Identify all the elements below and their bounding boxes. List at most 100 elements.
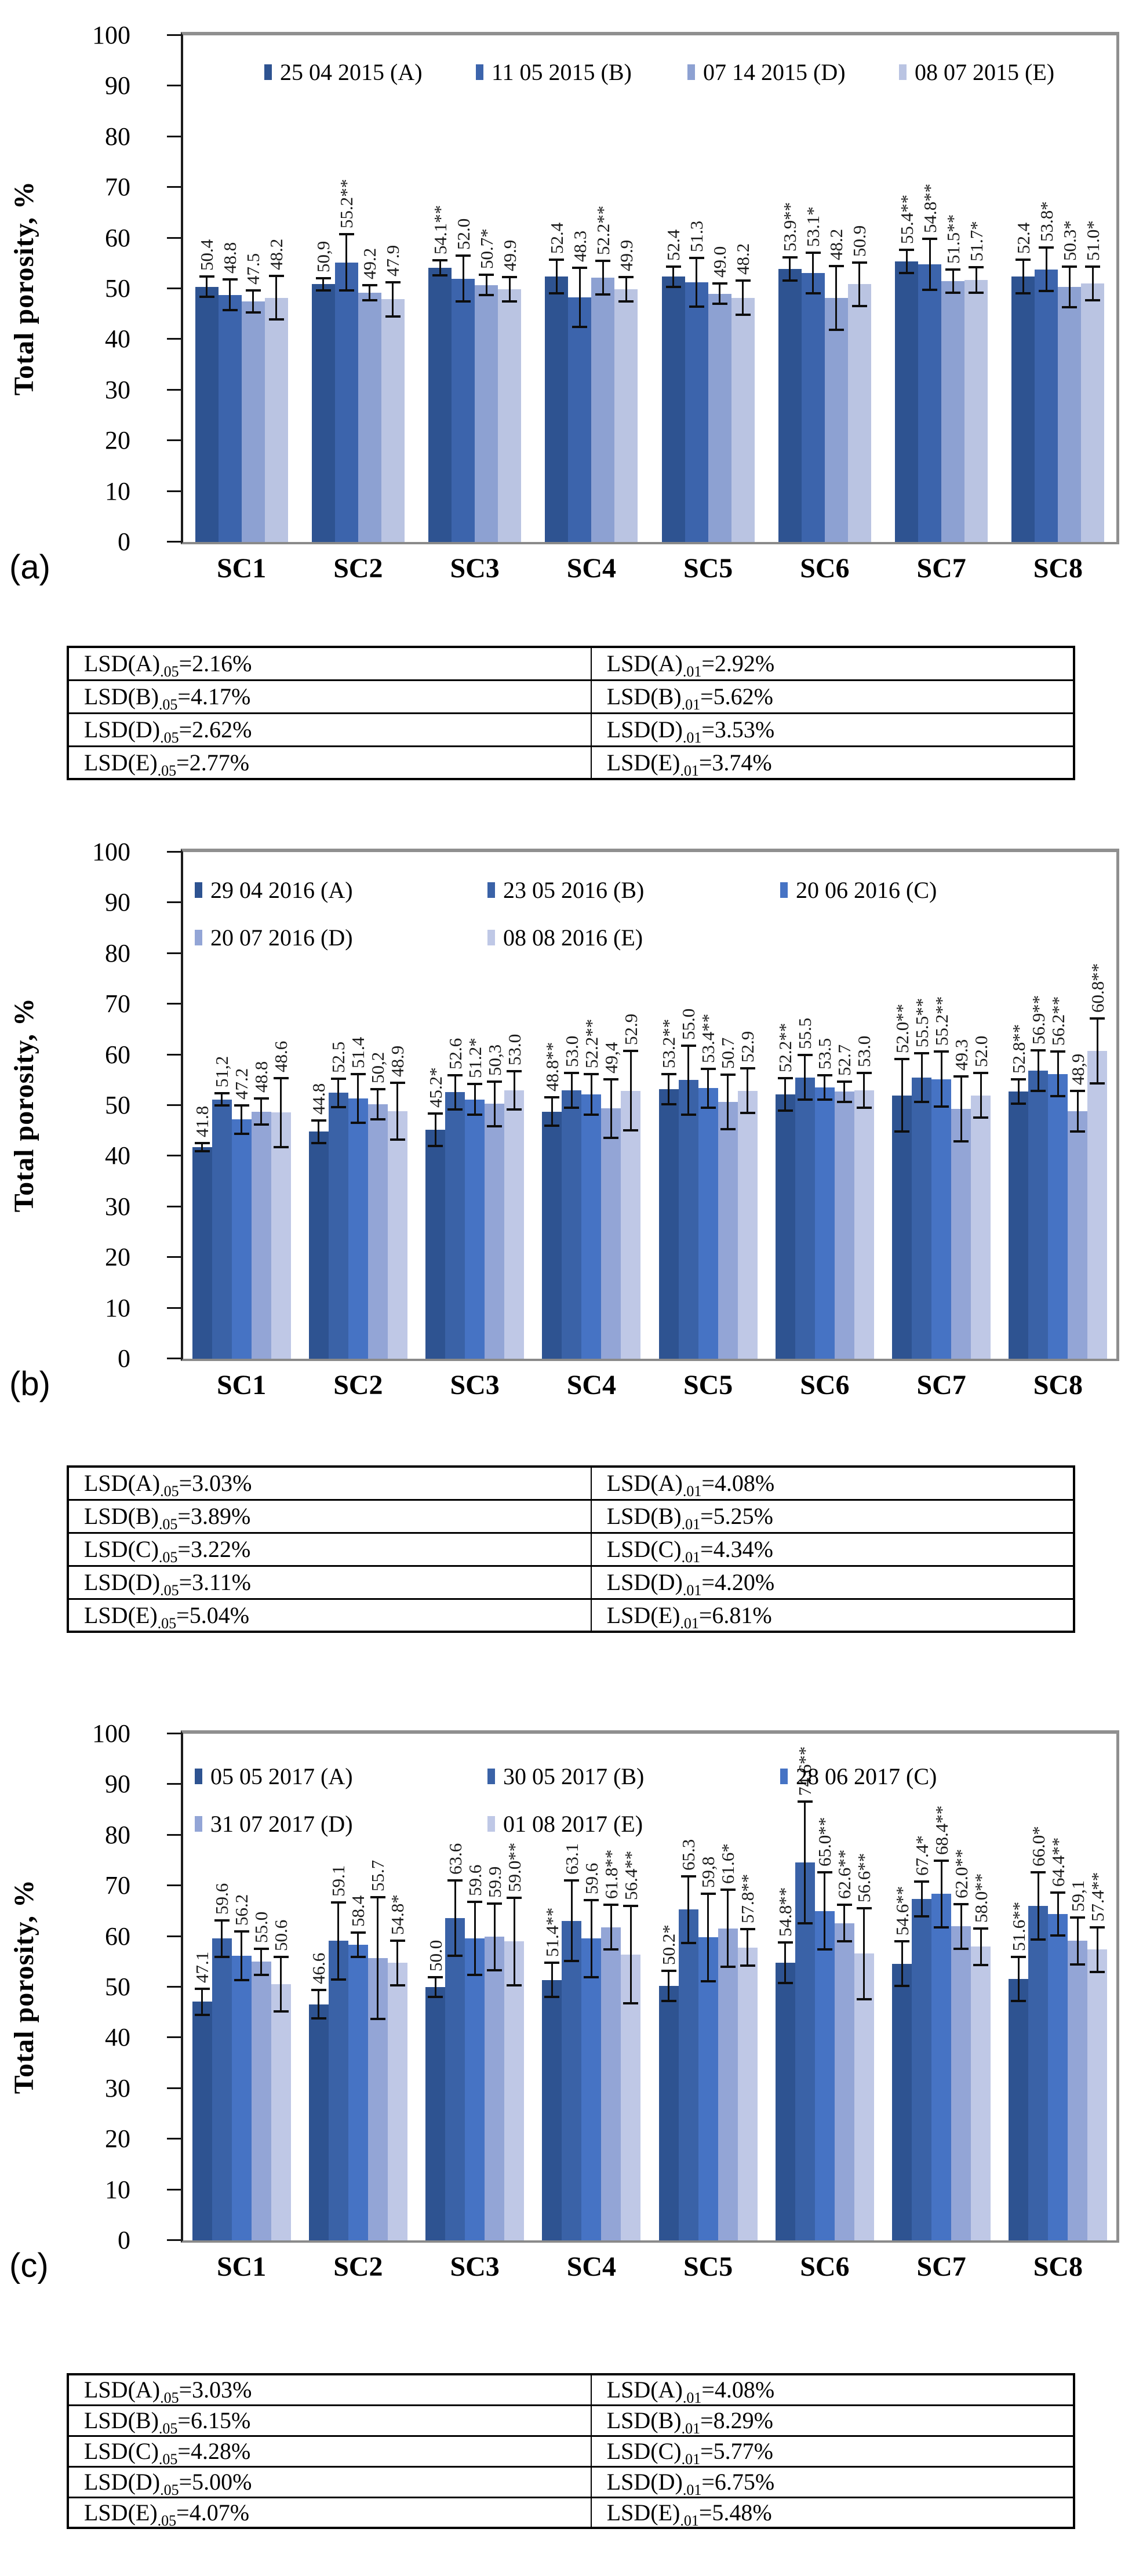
- bar: [251, 1962, 271, 2240]
- legend-swatch: [899, 64, 907, 80]
- error-bar-cap: [934, 1105, 949, 1108]
- legend-item: 23 05 2016 (B): [487, 876, 644, 903]
- y-tick-mark: [167, 1884, 181, 1887]
- y-tick-mark: [167, 2188, 181, 2191]
- lsd-subscript: .01: [681, 2420, 701, 2437]
- bar: [192, 1147, 212, 1359]
- bar-value-label: 47.1: [192, 1951, 213, 1983]
- error-bar: [629, 1051, 632, 1130]
- lsd-subscript: .01: [682, 663, 702, 681]
- x-category-label: SC8: [1033, 1370, 1083, 1400]
- legend-item: 11 05 2015 (B): [476, 59, 632, 85]
- error-bar-cap: [245, 311, 261, 314]
- plot-area-a: 50.4 48.8 47.5 48.2 50,9 55.2** 49.2 47.9 54.1**…: [181, 32, 1119, 544]
- error-bar: [696, 257, 698, 307]
- error-bar: [551, 1097, 553, 1126]
- error-bar-cap: [700, 1068, 716, 1071]
- error-bar: [1076, 1918, 1079, 1964]
- x-category-label: SC8: [1033, 2251, 1083, 2282]
- error-bar-cap: [544, 1096, 560, 1099]
- error-bar-cap: [700, 1106, 716, 1109]
- error-bar-cap: [544, 1962, 560, 1964]
- error-bar-cap: [623, 1129, 639, 1131]
- error-bar-cap: [836, 1100, 852, 1103]
- bar-value-label: 63.6: [445, 1843, 465, 1875]
- legend-label: 20 07 2016 (D): [210, 924, 353, 951]
- error-bar-cap: [665, 265, 681, 268]
- error-bar-cap: [856, 1906, 872, 1909]
- bar-value-label: 53.8*: [1036, 201, 1057, 242]
- error-bar: [280, 1078, 282, 1147]
- bar: [778, 268, 802, 542]
- bar-value-label: 53.4**: [698, 1013, 719, 1064]
- error-bar-cap: [194, 1149, 210, 1152]
- error-bar-cap: [1050, 1934, 1066, 1937]
- bar: [678, 1909, 698, 2240]
- lsd-cell: LSD(A).05=3.03%: [67, 2373, 592, 2407]
- legend-item: 07 14 2015 (D): [687, 59, 846, 85]
- bar: [718, 1928, 738, 2240]
- error-bar-cap: [953, 1140, 969, 1143]
- error-bar: [727, 1074, 729, 1130]
- error-bar-cap: [969, 292, 984, 294]
- error-bar-cap: [311, 1141, 326, 1144]
- lsd-table-b: LSD(A).05=3.03% LSD(A).01=4.08% LSD(B).05=…: [67, 1465, 1075, 1633]
- y-tick-label: 50: [105, 1091, 130, 1119]
- bar-value-label: 47.9: [383, 245, 403, 276]
- error-bar: [485, 275, 487, 296]
- bar-value-label: 50.7: [718, 1037, 738, 1069]
- lsd-value: =3.11%: [179, 1569, 251, 1595]
- lsd-cell: LSD(D).05=5.00%: [67, 2465, 592, 2498]
- bar: [1028, 1070, 1049, 1359]
- error-bar-cap: [273, 1076, 289, 1079]
- error-bar-cap: [370, 1118, 385, 1121]
- error-bar-cap: [1070, 1130, 1086, 1133]
- error-bar-cap: [1070, 1916, 1086, 1919]
- lsd-cell: LSD(B).01=5.25%: [590, 1498, 1075, 1534]
- lsd-value: =6.81%: [698, 1602, 772, 1628]
- bar-value-label: 60.8**: [1087, 963, 1108, 1013]
- lsd-base: LSD(E): [84, 2499, 158, 2526]
- error-bar-cap: [914, 1880, 930, 1883]
- x-category-label: SC6: [800, 2251, 850, 2282]
- lsd-value: =3.53%: [701, 716, 775, 743]
- lsd-subscript: .05: [160, 2389, 179, 2407]
- error-bar-cap: [603, 1136, 619, 1139]
- lsd-subscript: .05: [160, 1483, 179, 1500]
- error-bar-cap: [564, 1106, 580, 1109]
- error-bar: [1076, 1090, 1079, 1131]
- error-bar-cap: [385, 281, 401, 283]
- bar: [308, 1131, 329, 1359]
- error-bar-cap: [805, 251, 821, 254]
- lsd-cell: LSD(A).01=2.92%: [590, 646, 1075, 681]
- error-bar-cap: [194, 1141, 210, 1144]
- legend-label: 11 05 2015 (B): [492, 59, 632, 85]
- lsd-value: =8.29%: [700, 2407, 773, 2433]
- error-bar-cap: [447, 1108, 463, 1111]
- bar: [348, 1098, 368, 1359]
- bar-value-label: 50.6: [271, 1919, 292, 1951]
- bar-value-label: 54.6**: [891, 1886, 912, 1936]
- error-bar: [1037, 1050, 1039, 1091]
- bar: [834, 1923, 854, 2240]
- error-bar: [1096, 1018, 1098, 1083]
- y-tick-label: 10: [105, 476, 130, 505]
- error-bar-cap: [311, 2017, 326, 2020]
- bar: [775, 1094, 795, 1359]
- lsd-subscript: .05: [158, 2451, 178, 2468]
- lsd-value: =4.20%: [701, 1569, 775, 1595]
- bar: [614, 289, 638, 542]
- lsd-subscript: .05: [157, 762, 177, 779]
- error-bar-cap: [777, 1941, 793, 1944]
- error-bar-cap: [1085, 299, 1101, 302]
- y-tick-mark: [167, 2239, 181, 2241]
- bar: [231, 1119, 252, 1359]
- error-bar: [835, 265, 838, 330]
- error-bar-cap: [222, 278, 238, 281]
- error-bar-cap: [544, 1124, 560, 1127]
- bar-value-label: 65.3: [678, 1839, 699, 1871]
- lsd-value: =5.48%: [698, 2499, 772, 2526]
- y-tick-label: 30: [105, 2073, 130, 2102]
- bar: [814, 1911, 835, 2240]
- lsd-cell: LSD(E).01=6.81%: [590, 1598, 1075, 1633]
